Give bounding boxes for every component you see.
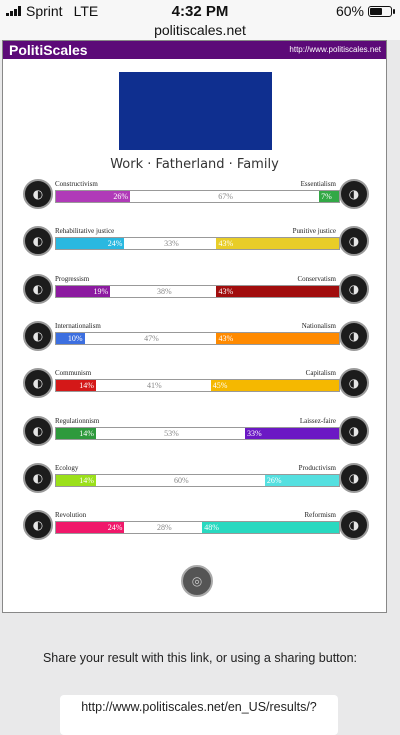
axis-neutral-percent: 41% [146,381,162,390]
axis-right-percent: 33% [244,428,339,439]
axis-right-label: Conservatism [297,275,337,283]
axis-row: ◐ Constructivism Essentialism 26% 67% 7% ◑ [3,179,386,219]
factory-icon: ◑ [339,463,369,493]
battery-percent: 60% [335,3,364,19]
reformism-icon: ◑ [339,510,369,540]
axis-bar: 19% 38% 43% [55,285,340,298]
axis-row: ◐ Internationalism Nationalism 10% 47% 43% ◑ [3,321,386,361]
axis-row: ◐ Communism Capitalism 14% 41% 45% ◑ [3,368,386,408]
axis-row: ◐ Progressism Conservatism 19% 38% 43% ◑ [3,274,386,314]
battery-icon [368,5,395,17]
site-logo[interactable]: PolitiScales [9,42,88,58]
conservatism-icon: ◑ [339,274,369,304]
share-link-text: http://www.politiscales.net/en_US/result… [81,700,317,714]
axis-left-label: Internationalism [55,322,101,330]
result-flag [119,72,272,150]
regulation-icon: ◐ [23,416,53,446]
clock: 4:32 PM [171,3,229,20]
axis-neutral-percent: 67% [218,192,233,201]
axis-left-label: Constructivism [55,180,98,188]
axis-bar: 26% 67% 7% [55,190,340,203]
tree-icon: ◐ [23,463,53,493]
axis-left-label: Communism [55,369,92,377]
axis-left-percent: 19% [56,286,111,297]
axis-left-percent: 26% [56,191,131,202]
axis-row: ◐ Revolution Reformism 24% 28% 48% ◑ [3,510,386,550]
axis-left-percent: 14% [56,475,96,486]
axis-right-label: Productivism [298,464,336,472]
flag-icon: ◑ [339,321,369,351]
axis-left-label: Progressism [55,275,90,283]
axis-bar: 24% 28% 48% [55,521,340,534]
constructivism-icon: ◐ [23,179,53,209]
axis-right-label: Essentialism [300,180,336,188]
axis-right-percent: 26% [264,475,339,486]
axis-right-percent: 43% [216,238,339,249]
axis-neutral-percent: 33% [164,239,179,248]
axis-left-percent: 14% [56,380,96,391]
address-bar-url: politiscales.net [154,22,246,38]
axis-row: ◐ Rehabilitative justice Punitive justice 2… [3,226,386,266]
signal-icon [6,6,21,16]
axis-neutral-percent: 60% [174,476,189,485]
result-slogan: Work · Fatherland · Family [110,157,279,172]
axis-right-label: Punitive justice [292,227,336,235]
axis-bar: 14% 41% 45% [55,379,340,392]
handshake-icon: ◐ [23,226,53,256]
axis-left-label: Rehabilitative justice [55,227,115,235]
share-instructions: Share your result with this link, or usi… [42,651,358,665]
site-header: PolitiScales http://www.politiscales.net [3,41,386,59]
politiscales-emblem-icon[interactable]: ◎ [181,565,213,597]
axis-left-percent: 24% [56,522,125,533]
axis-neutral-percent: 47% [144,334,159,343]
axis-neutral-percent: 28% [156,523,172,532]
results-card: PolitiScales http://www.politiscales.net… [2,40,387,613]
axis-right-percent: 7% [319,191,339,202]
axis-neutral-percent: 38% [156,287,172,296]
status-bar: Sprint LTE 4:32 PM 60% [0,0,400,22]
globe-icon: ◐ [23,321,53,351]
address-bar[interactable]: politiscales.net [0,22,400,40]
share-link-field[interactable]: http://www.politiscales.net/en_US/result… [60,695,338,735]
capitalism-icon: ◑ [339,368,369,398]
axis-left-percent: 10% [56,333,85,344]
axis-bar: 10% 47% 43% [55,332,340,345]
axis-neutral-percent: 53% [164,429,179,438]
network-type: LTE [73,3,99,19]
axis-right-percent: 43% [216,333,339,344]
axis-right-label: Capitalism [305,369,336,377]
axis-right-percent: 48% [202,522,339,533]
axis-right-percent: 43% [216,286,339,297]
hammer-sickle-icon: ◐ [23,368,53,398]
axis-row: ◐ Ecology Productivism 14% 60% 26% ◑ [3,463,386,503]
progressism-icon: ◐ [23,274,53,304]
prison-bars-icon: ◑ [339,226,369,256]
site-link[interactable]: http://www.politiscales.net [289,45,381,54]
axis-right-label: Nationalism [301,322,336,330]
carrier-name: Sprint [26,3,63,19]
axis-right-label: Reformism [304,511,337,519]
axis-right-percent: 45% [210,380,339,391]
axis-left-label: Revolution [55,511,87,519]
axis-left-percent: 14% [56,428,96,439]
axis-left-percent: 24% [56,238,125,249]
revolution-icon: ◐ [23,510,53,540]
axis-bar: 24% 33% 43% [55,237,340,250]
axis-left-label: Ecology [55,464,79,472]
essentialism-icon: ◑ [339,179,369,209]
axis-left-label: Regulationnism [55,417,100,425]
axis-right-label: Laissez-faire [299,417,336,425]
axis-bar: 14% 60% 26% [55,474,340,487]
axis-row: ◐ Regulationnism Laissez-faire 14% 53% 33% ◑ [3,416,386,456]
web-content: PolitiScales http://www.politiscales.net… [0,40,400,735]
axis-bar: 14% 53% 33% [55,427,340,440]
laissez-faire-icon: ◑ [339,416,369,446]
